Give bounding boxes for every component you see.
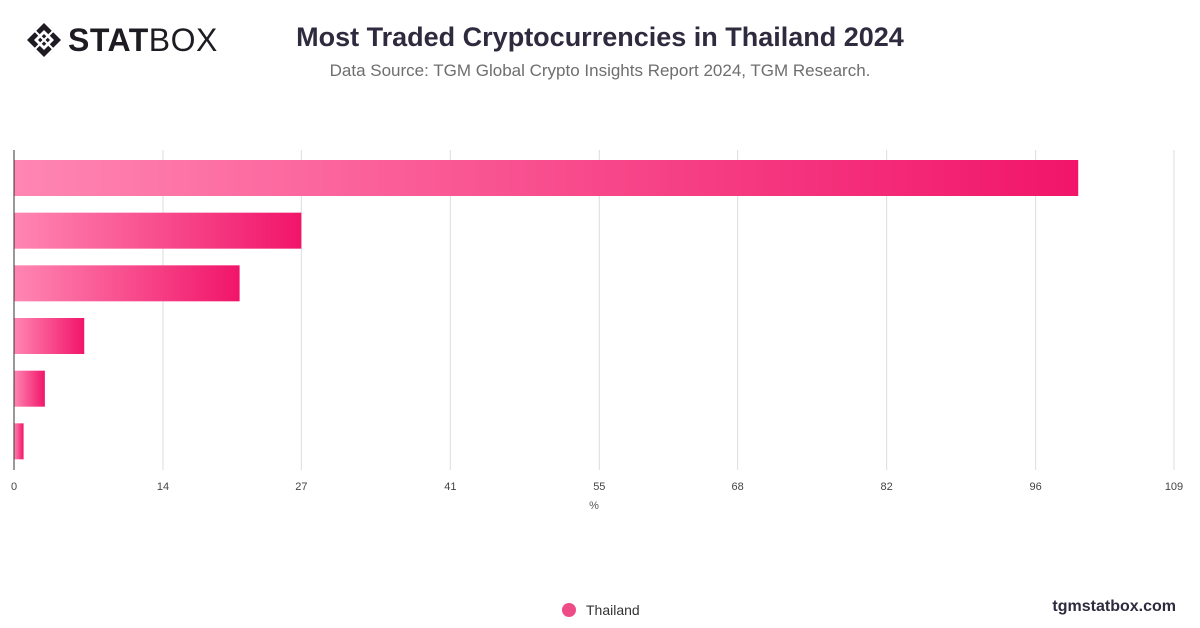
statbox-logo: STATBOX [26, 22, 218, 58]
bar[interactable] [14, 212, 302, 249]
diamond-lattice-icon [27, 23, 61, 57]
bar[interactable] [14, 370, 45, 407]
x-tick-label: 0 [11, 481, 17, 493]
x-tick-label: 109 [1165, 481, 1183, 493]
x-tick-label: 68 [732, 481, 744, 493]
x-tick-label: 27 [295, 481, 307, 493]
bar[interactable] [14, 265, 240, 302]
bar[interactable] [14, 160, 1079, 196]
bar[interactable] [14, 318, 85, 354]
legend-marker [562, 603, 576, 617]
bar[interactable] [14, 423, 24, 460]
x-tick-label: 55 [593, 481, 605, 493]
x-tick-label: 41 [444, 481, 456, 493]
x-tick-label: 82 [881, 481, 893, 493]
legend-label: Thailand [586, 602, 640, 618]
x-axis-label: % [589, 500, 599, 512]
watermark: tgmstatbox.com [1052, 598, 1176, 615]
chart-title: Most Traded Cryptocurrencies in Thailand… [296, 22, 904, 52]
logo-wordmark: STATBOX [68, 22, 218, 58]
x-tick-label: 96 [1030, 481, 1042, 493]
x-tick-label: 14 [157, 481, 169, 493]
legend[interactable]: Thailand [562, 602, 640, 618]
chart-subtitle: Data Source: TGM Global Crypto Insights … [329, 61, 871, 80]
